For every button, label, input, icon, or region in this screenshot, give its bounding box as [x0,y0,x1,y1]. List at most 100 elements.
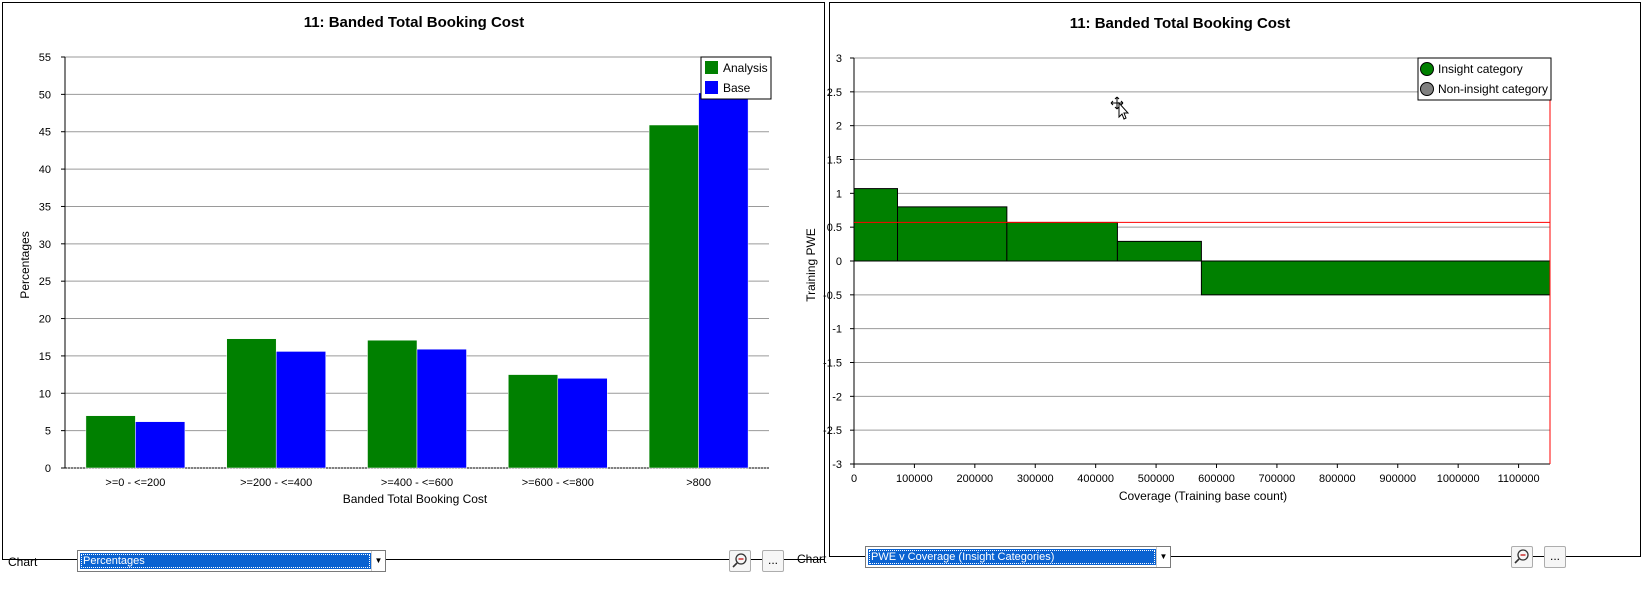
right-legend-box [1417,57,1552,101]
bar-analysis-0 [85,415,136,469]
right-y-tick-label: -2.5 [823,425,842,437]
left-x-tick-label: >=400 - <=600 [381,477,453,489]
left-y-axis-label: Percentages [18,231,32,298]
right-chart-selector-label: Chart [797,552,827,566]
left-chart-selector-label: Chart [8,555,38,569]
right-x-tick-label: 0 [851,473,857,485]
right-more-label: ... [1549,549,1560,563]
left-bar-chart: 11: Banded Total Booking Cost 0 5 10 15 20 25… [18,14,772,506]
right-zoom-button[interactable] [1511,546,1533,568]
left-y-tick-label: 30 [39,239,51,251]
right-reference-lines [854,58,1551,464]
left-y-tick-label: 45 [39,127,51,139]
chevron-down-icon[interactable]: ▼ [1156,547,1170,567]
right-x-axis-label: Coverage (Training base count) [1119,489,1287,503]
right-chart-controls: Chart PWE v Coverage (Insight Categories… [790,544,1640,570]
left-chart-panel: 11: Banded Total Booking Cost 0 5 10 15 20 25… [2,2,825,560]
bar-base-2 [416,348,467,469]
left-x-ticks: >=0 - <=200 >=200 - <=400 >=400 - <=600 >=6… [105,477,711,489]
left-bars [85,92,749,469]
right-y-tick-label: 0.5 [827,222,842,234]
left-more-options-button[interactable]: ... [762,550,784,572]
right-more-options-button[interactable]: ... [1544,546,1566,568]
legend-dot-0 [1420,62,1434,76]
legend-swatch-base [705,81,718,94]
legend-dot-1 [1420,82,1434,96]
pwe-segment-2 [1006,221,1118,262]
right-y-tick-label: -1 [832,324,842,336]
pwe-segment-3 [1116,240,1202,262]
right-y-axis-label: Training PWE [804,228,818,302]
left-more-label: ... [767,553,778,567]
left-chart-controls: Chart Percentages ▼ ... [0,548,823,574]
left-x-tick-label: >800 [686,477,711,489]
bar-base-0 [135,421,186,469]
bar-base-1 [275,351,326,469]
right-y-tick-label: 2 [836,121,842,133]
left-y-tick-label: 15 [39,351,51,363]
right-y-tick-label: -2 [832,391,842,403]
right-chart-type-value: PWE v Coverage (Insight Categories) [868,549,1156,565]
right-legend: Insight category Non-insight category [1417,57,1552,101]
bar-analysis-2 [367,339,418,469]
right-legend-label-0: Insight category [1438,62,1523,76]
left-chart-type-select[interactable]: Percentages ▼ [77,550,386,572]
left-x-tick-label: >=600 - <=800 [522,477,594,489]
left-chart-title: 11: Banded Total Booking Cost [304,14,525,31]
pwe-segment-0 [853,188,898,262]
left-y-tick-label: 0 [45,463,51,475]
right-x-tick-label: 100000 [896,473,933,485]
legend-label-base: Base [723,81,751,95]
bar-base-3 [557,378,608,469]
left-y-tick-label: 20 [39,314,51,326]
left-y-ticks: 0 5 10 15 20 25 30 35 40 45 50 55 [39,52,65,475]
right-y-tick-label: -1.5 [823,358,842,370]
left-y-tick-label: 5 [45,426,51,438]
left-x-tick-label: >=0 - <=200 [105,477,165,489]
right-x-tick-label: 500000 [1138,473,1175,485]
left-y-tick-label: 50 [39,89,51,101]
bar-base-4 [698,92,749,469]
move-cursor-icon [1110,96,1130,120]
right-pwe-chart: 11: Banded Total Booking Cost -3 -2.5 -2 -1… [804,15,1552,503]
bar-analysis-3 [508,374,559,469]
right-y-tick-label: -0.5 [823,290,842,302]
left-y-tick-label: 25 [39,276,51,288]
legend-label-analysis: Analysis [723,61,768,75]
zoom-icon [1514,549,1529,564]
left-y-tick-label: 40 [39,164,51,176]
right-bars [853,188,1551,296]
right-x-ticks: 0 100000 200000 300000 400000 500000 600000 700… [851,464,1540,485]
right-y-tick-label: 2.5 [827,87,842,99]
right-x-tick-label: 800000 [1319,473,1356,485]
right-y-tick-label: -3 [832,459,842,471]
left-x-axis-label: Banded Total Booking Cost [343,492,488,506]
left-x-tick-label: >=200 - <=400 [240,477,312,489]
left-y-tick-label: 55 [39,52,51,64]
chevron-down-icon[interactable]: ▼ [371,551,385,571]
right-y-ticks: -3 -2.5 -2 -1.5 -1 -0.5 0 0.5 1 1.5 2 2.5 3 [823,53,854,471]
right-x-tick-label: 900000 [1379,473,1416,485]
left-y-tick-label: 10 [39,388,51,400]
right-y-tick-label: 1 [836,188,842,200]
left-zoom-button[interactable] [729,550,751,572]
left-chart-type-value: Percentages [80,553,371,569]
right-x-tick-label: 300000 [1017,473,1054,485]
bar-analysis-4 [648,124,699,469]
right-y-tick-label: 1.5 [827,155,842,167]
right-x-tick-label: 1100000 [1498,473,1540,485]
right-x-tick-label: 700000 [1259,473,1296,485]
left-legend: Analysis Base [700,56,772,100]
right-chart-title: 11: Banded Total Booking Cost [1070,15,1291,32]
right-x-tick-label: 600000 [1198,473,1235,485]
right-x-tick-label: 400000 [1077,473,1114,485]
right-chart-type-select[interactable]: PWE v Coverage (Insight Categories) ▼ [865,546,1171,568]
legend-swatch-analysis [705,61,718,74]
pwe-segment-4 [1200,260,1551,296]
zoom-icon [732,553,747,568]
right-x-tick-label: 200000 [956,473,993,485]
left-y-tick-label: 35 [39,201,51,213]
right-y-tick-label: 3 [836,53,842,65]
bar-analysis-1 [226,338,277,469]
right-chart-panel: 11: Banded Total Booking Cost -3 -2.5 -2 -1… [804,2,1641,557]
